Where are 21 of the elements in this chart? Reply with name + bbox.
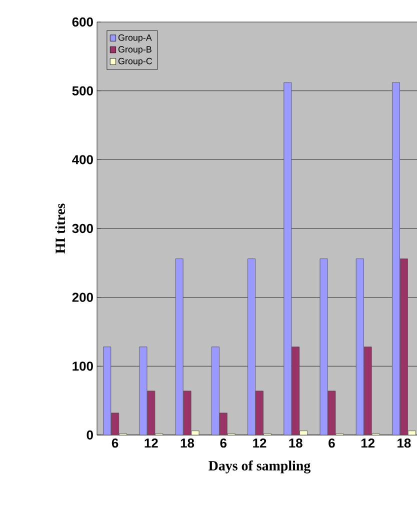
legend-label: Group-C — [118, 58, 152, 66]
y-tick-label: 500 — [72, 86, 93, 96]
x-tick-label: 12 — [361, 438, 375, 448]
x-axis-title: Days of sampling — [208, 460, 311, 474]
x-tick-label: 18 — [289, 438, 302, 448]
y-tick-label: 100 — [72, 362, 93, 371]
x-tick-label: 18 — [180, 438, 194, 448]
y-tick-label: 400 — [72, 155, 93, 164]
legend-label: Group-B — [118, 46, 152, 54]
x-tick-label: 6 — [220, 438, 227, 448]
y-tick-label: 200 — [72, 292, 93, 302]
y-tick-label: 300 — [72, 224, 93, 234]
y-tick-label: 0 — [86, 430, 93, 440]
x-tick-label: 6 — [112, 438, 118, 448]
x-tick-label: 18 — [398, 438, 411, 448]
legend-label: Group-A — [118, 34, 152, 43]
x-tick-label: 6 — [328, 438, 335, 448]
y-tick-label: 600 — [72, 17, 93, 27]
x-tick-label: 12 — [144, 438, 158, 448]
y-axis-title: HI titres — [55, 204, 66, 254]
x-tick-label: 12 — [253, 438, 266, 448]
